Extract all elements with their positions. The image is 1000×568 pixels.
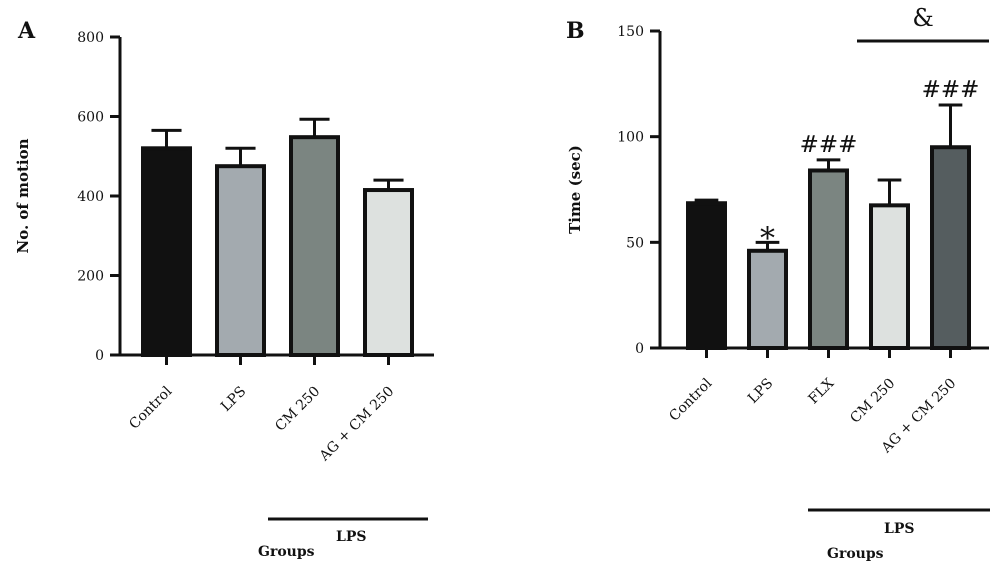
significance-marker: * [760,221,775,256]
x-axis-label: Groups [827,546,884,562]
bar [289,135,340,357]
y-tick-label: 150 [617,24,644,40]
y-tick-label: 400 [77,189,104,205]
group-bracket-label: LPS [336,529,366,545]
y-tick-label: 50 [626,235,644,251]
y-axis-label: No. of motion [14,138,32,253]
x-tick-label: AG + CM 250 [316,384,397,465]
x-tick-label: Control [666,375,715,424]
comparison-marker: & [912,4,933,32]
x-axis-label: Groups [258,544,315,560]
x-tick-label: CM 250 [272,384,323,435]
y-tick-label: 0 [635,341,644,357]
x-tick-label: LPS [218,384,249,415]
bar [747,248,788,350]
x-tick-label: FLX [806,375,838,407]
bar [141,146,192,357]
x-tick-label: Control [126,383,175,432]
y-tick-label: 600 [77,110,104,126]
bar [808,168,849,350]
significance-marker: ### [800,132,858,158]
y-axis-label: Time (sec) [566,145,584,234]
panel-label-A: A [17,18,36,44]
y-tick-label: 0 [95,348,104,364]
panel-label-B: B [566,18,585,44]
y-tick-label: 200 [77,269,104,285]
bar [869,203,910,350]
bar [686,201,727,350]
bar [363,188,414,357]
group-bracket-label: LPS [884,521,914,537]
x-tick-label: LPS [745,376,776,407]
x-tick-label: CM 250 [847,376,898,427]
y-tick-label: 800 [77,30,104,46]
bar [215,164,266,357]
y-tick-label: 100 [617,130,644,146]
significance-marker: ### [922,77,980,103]
bar [930,145,971,350]
